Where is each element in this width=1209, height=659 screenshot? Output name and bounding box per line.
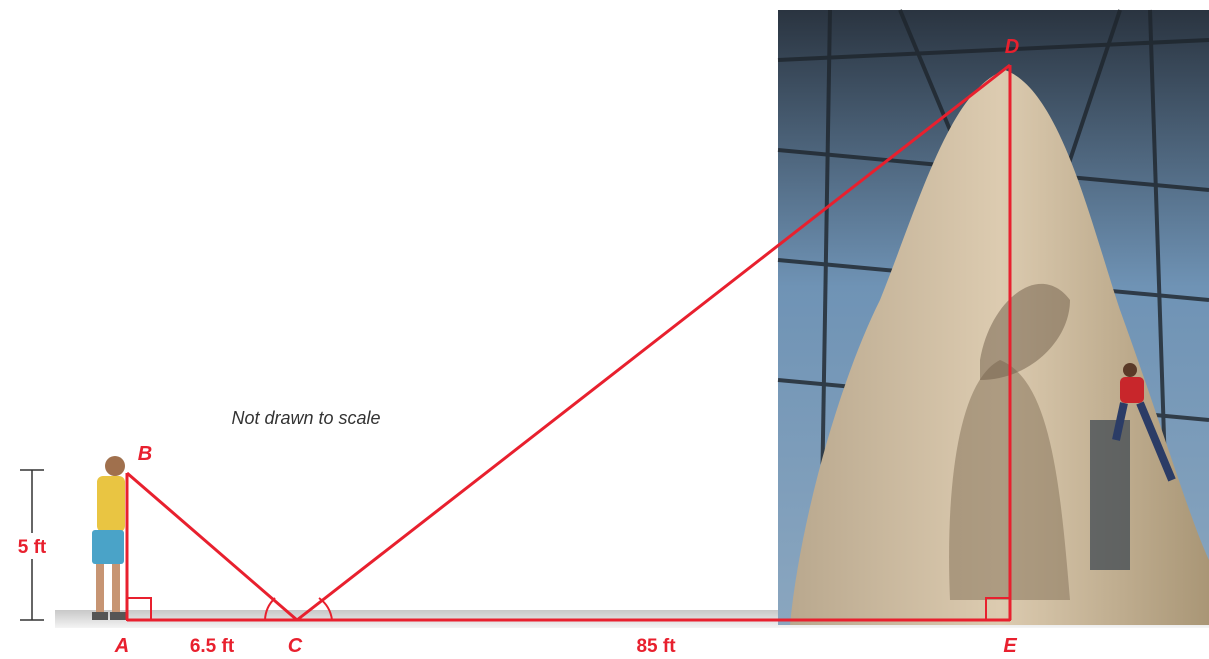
point-label: B <box>138 443 152 465</box>
point-label: D <box>1005 36 1019 58</box>
point-label: A <box>114 635 129 657</box>
measurement: 85 ft <box>636 636 676 657</box>
diagram: A B C D E 5 ft 6.5 ft 85 ft Not drawn to… <box>0 0 1209 659</box>
measurement: 5 ft <box>18 537 47 558</box>
person <box>92 456 126 620</box>
point-label: E <box>1003 635 1017 657</box>
photo <box>778 10 1209 625</box>
point-label: C <box>288 635 303 657</box>
note: Not drawn to scale <box>231 408 380 428</box>
measurement: 6.5 ft <box>190 636 235 657</box>
page: A B C D E 5 ft 6.5 ft 85 ft Not drawn to… <box>0 0 1209 659</box>
